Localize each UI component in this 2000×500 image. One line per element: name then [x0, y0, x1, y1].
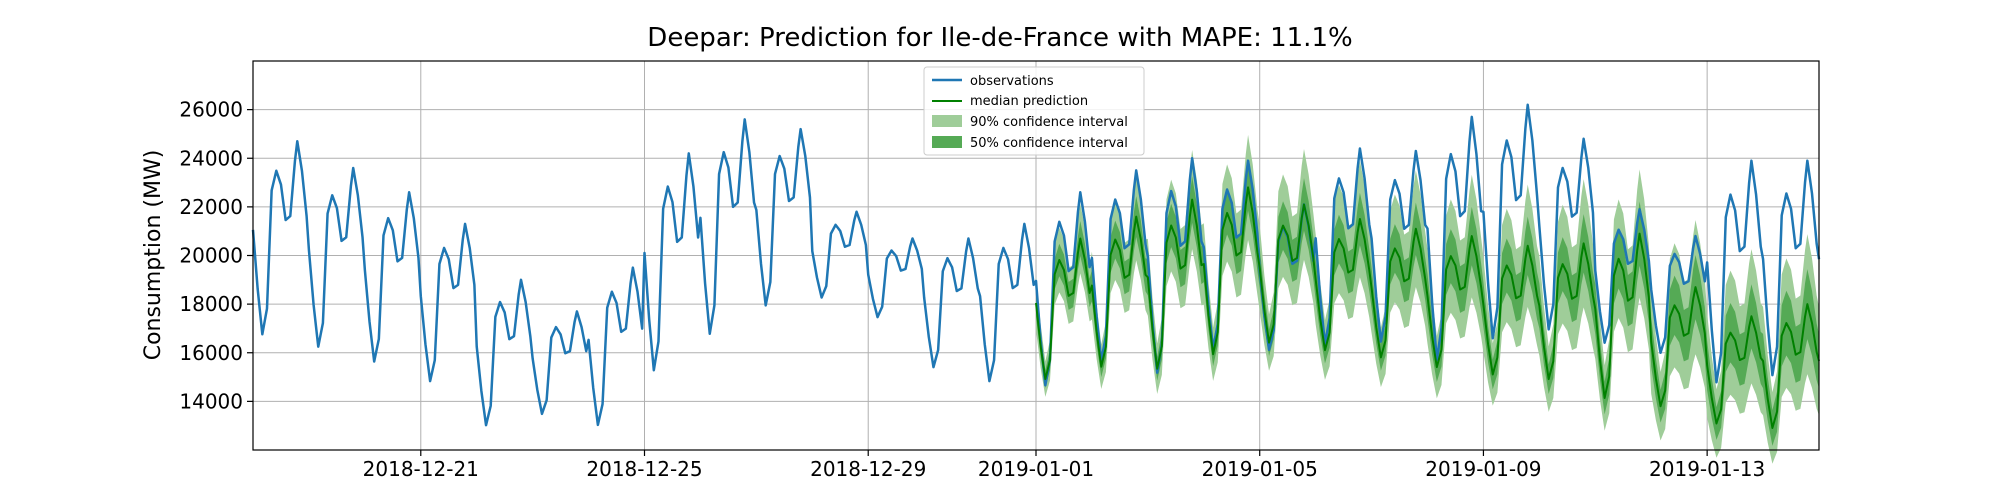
x-tick-label: 2019-01-05: [1202, 457, 1318, 481]
legend-ci50-label: 50% confidence interval: [970, 136, 1128, 151]
legend-box: [923, 66, 1145, 156]
y-tick-label: 26000: [179, 98, 243, 122]
ci50-band: [1036, 164, 1819, 446]
x-tick-label: 2018-12-21: [363, 457, 479, 481]
observations-line: [251, 103, 1821, 427]
legend-median-label: median prediction: [970, 94, 1088, 109]
y-tick-label: 20000: [179, 244, 243, 268]
legend-observations-label: observations: [970, 74, 1054, 89]
y-tick-label: 22000: [179, 195, 243, 219]
legend-ci90-swatch: [932, 115, 962, 127]
axis-ticks: 14000 16000 18000 20000 22000 24000 26000 2018-…: [179, 98, 1765, 481]
y-tick-label: 18000: [179, 292, 243, 316]
legend-ci50-swatch: [932, 136, 962, 148]
x-tick-label: 2019-01-13: [1649, 457, 1765, 481]
y-tick-label: 16000: [179, 341, 243, 365]
x-tick-label: 2019-01-01: [978, 457, 1094, 481]
x-tick-label: 2018-12-29: [810, 457, 926, 481]
y-tick-label: 24000: [179, 146, 243, 170]
y-tick-label: 14000: [179, 389, 243, 413]
legend-ci90-label: 90% confidence interval: [970, 115, 1128, 130]
legend: observations median prediction 90% confi…: [923, 66, 1145, 156]
chart-title: Deepar: Prediction for Ile-de-France wit…: [647, 23, 1352, 53]
y-axis-label: Consumption (MW): [141, 150, 166, 361]
x-tick-label: 2019-01-09: [1425, 457, 1541, 481]
plot-series: [251, 103, 1821, 464]
x-tick-label: 2018-12-25: [586, 457, 702, 481]
median-prediction-line: [1035, 186, 1820, 430]
